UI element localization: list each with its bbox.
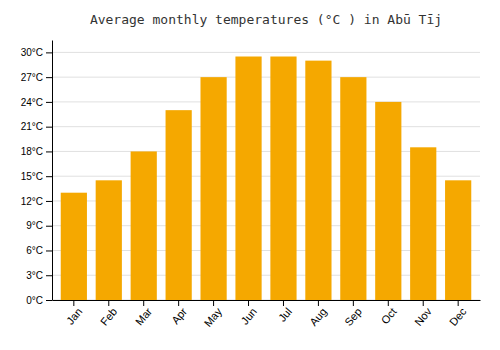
bar [270, 57, 296, 300]
y-tick-label: 30°C [21, 47, 43, 58]
plot: Jan Feb Mar Apr May Jun Jul Aug Sep Oct Nov Dec 0°C 3… [21, 41, 481, 330]
grid-line [52, 77, 480, 78]
y-tick-label: 27°C [21, 72, 43, 83]
x-tick-label: Jun [238, 305, 259, 326]
y-tick-mark [46, 201, 52, 202]
x-tick: Sep [342, 300, 364, 328]
bar [375, 102, 401, 300]
y-tick: 9°C [26, 220, 52, 231]
axis-line [52, 41, 53, 301]
y-tick: 18°C [21, 146, 52, 157]
y-tick-label: 18°C [21, 146, 43, 157]
grid-line [52, 52, 480, 53]
x-tick: Dec [447, 300, 469, 328]
y-tick-label: 15°C [21, 171, 43, 182]
x-tick: Jul [276, 300, 294, 324]
bar [96, 180, 122, 300]
y-tick-label: 6°C [26, 245, 43, 256]
y-tick: 21°C [21, 121, 52, 132]
y-tick-mark [46, 275, 52, 276]
bar [61, 193, 87, 300]
bar [235, 57, 261, 300]
y-axis: 0°C 3°C 6°C 9°C 12°C 15°C 18°C 21°C 24°C 27°C 30°C [21, 41, 53, 306]
x-tick: May [202, 300, 225, 329]
y-tick: 15°C [21, 171, 52, 182]
y-tick-label: 24°C [21, 97, 43, 108]
bar [305, 61, 331, 300]
x-tick: Jun [238, 300, 259, 327]
x-tick-label: Apr [169, 305, 189, 326]
x-axis: Jan Feb Mar Apr May Jun Jul Aug Sep Oct Nov Dec [53, 300, 481, 329]
y-tick: 24°C [21, 97, 52, 108]
y-tick-mark [46, 300, 52, 301]
x-tick: Aug [307, 300, 329, 328]
x-tick: Nov [412, 300, 434, 328]
y-tick-mark [46, 226, 52, 227]
y-tick: 27°C [21, 72, 52, 83]
chart: Jan Feb Mar Apr May Jun Jul Aug Sep Oct Nov Dec 0°C 3… [0, 0, 500, 350]
x-tick-label: Oct [379, 305, 399, 326]
y-tick-label: 21°C [21, 121, 43, 132]
x-tick: Jan [64, 300, 85, 327]
x-tick-label: Jul [276, 305, 294, 323]
y-tick: 30°C [21, 47, 52, 58]
title: Average monthly temperatures (°C ) in Ab… [90, 12, 442, 27]
x-tick: Apr [169, 300, 189, 326]
y-tick-mark [46, 127, 52, 128]
bar [340, 77, 366, 300]
y-tick-label: 12°C [21, 196, 43, 207]
x-tick-label: Mar [133, 305, 155, 327]
y-tick-mark [46, 151, 52, 152]
x-tick-label: Sep [342, 305, 364, 328]
x-tick-label: May [202, 305, 225, 329]
y-tick-mark [46, 52, 52, 53]
x-tick: Mar [133, 300, 155, 328]
x-tick: Feb [98, 300, 119, 328]
bar [200, 77, 226, 300]
y-tick-mark [46, 77, 52, 78]
x-tick-label: Nov [412, 305, 434, 328]
grid [52, 52, 480, 300]
y-tick-label: 3°C [26, 270, 43, 281]
x-tick: Oct [379, 300, 399, 326]
x-tick-label: Jan [64, 305, 85, 326]
y-tick: 0°C [26, 295, 52, 306]
y-tick: 12°C [21, 196, 52, 207]
x-tick-label: Dec [447, 305, 469, 328]
y-tick-label: 0°C [26, 295, 43, 306]
axis-line [53, 300, 481, 301]
bar [131, 151, 157, 300]
y-tick-mark [46, 176, 52, 177]
y-tick-mark [46, 102, 52, 103]
x-tick-label: Aug [307, 305, 329, 328]
y-tick: 3°C [26, 270, 52, 281]
grid-line [52, 101, 480, 102]
x-tick-label: Feb [98, 305, 119, 327]
bar [445, 180, 471, 300]
y-tick-mark [46, 250, 52, 251]
bars [61, 57, 472, 300]
grid-line [52, 126, 480, 127]
y-tick: 6°C [26, 245, 52, 256]
bar [410, 147, 436, 300]
y-tick-label: 9°C [26, 220, 43, 231]
bar [166, 110, 192, 300]
